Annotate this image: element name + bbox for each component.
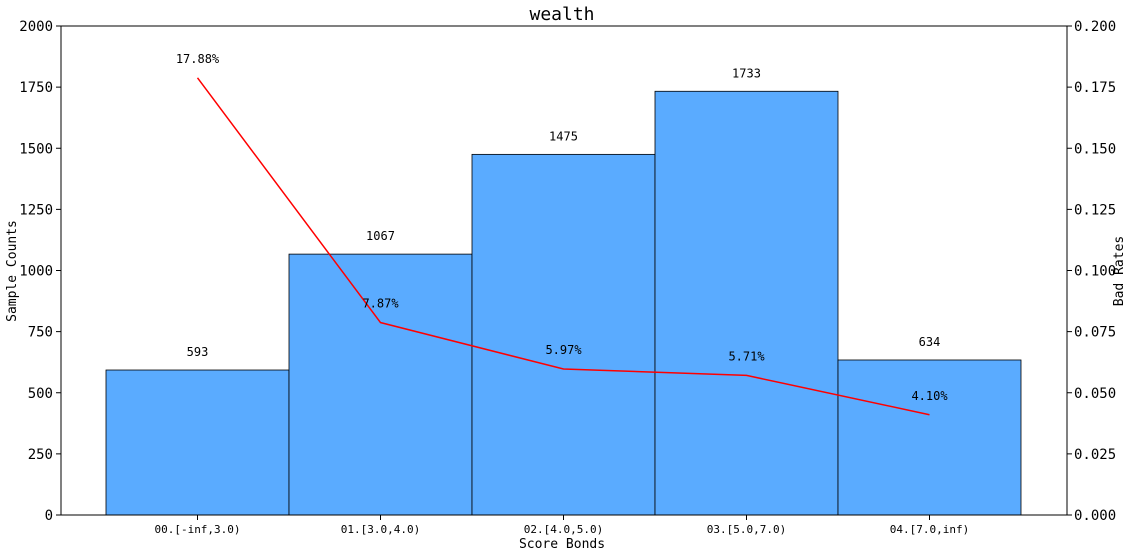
y2-tick-label: 0.175	[1074, 80, 1116, 96]
y-tick-label: 1000	[19, 264, 53, 280]
x-axis-ticks: 00.[-inf,3.0) 01.[3.0,4.0) 02.[4.0,5.0) 03.…	[154, 515, 969, 536]
y-tick-label: 500	[28, 386, 53, 402]
x-tick-label: 02.[4.0,5.0)	[524, 523, 603, 536]
y2-tick-label: 0.075	[1074, 325, 1116, 341]
bar	[288, 253, 473, 516]
bar	[654, 90, 839, 516]
bad-rate-label: 7.87%	[362, 297, 399, 311]
bar	[471, 153, 656, 516]
y-tick-label: 750	[28, 325, 53, 341]
y-axis-ticks: 0 250 500 750 1000 1250 1500 1750 2000	[19, 19, 61, 524]
x-tick-label: 04.[7.0,inf)	[890, 523, 969, 536]
y-tick-label: 0	[45, 508, 53, 524]
bad-rate-label: 17.88%	[176, 52, 220, 66]
y-tick-label: 250	[28, 447, 53, 463]
bar-value-label: 593	[187, 345, 209, 359]
y-tick-label: 1500	[19, 141, 53, 157]
y2-tick-label: 0.100	[1074, 264, 1116, 280]
y2-axis-ticks: 0.000 0.025 0.050 0.075 0.100 0.125 0.150 0.175…	[1067, 19, 1116, 524]
y2-tick-label: 0.025	[1074, 447, 1116, 463]
x-tick-label: 01.[3.0,4.0)	[341, 523, 420, 536]
bar-value-label: 634	[919, 335, 941, 349]
y-tick-label: 1250	[19, 202, 53, 218]
chart-title: wealth	[529, 4, 594, 25]
bad-rate-label: 4.10%	[911, 389, 948, 403]
x-tick-label: 03.[5.0,7.0)	[707, 523, 786, 536]
bar	[105, 369, 290, 516]
bar-value-label: 1067	[366, 229, 395, 243]
line-layer	[196, 77, 930, 416]
bar-value-label: 1733	[732, 66, 761, 80]
y-axis-label: Sample Counts	[5, 220, 20, 322]
y2-tick-label: 0.050	[1074, 386, 1116, 402]
y2-tick-label: 0.200	[1074, 19, 1116, 35]
y2-tick-label: 0.150	[1074, 141, 1116, 157]
y-tick-label: 2000	[19, 19, 53, 35]
bars-layer	[105, 90, 1022, 516]
y2-tick-label: 0.125	[1074, 202, 1116, 218]
bad-rate-label: 5.97%	[545, 343, 582, 357]
bar-value-label: 1475	[549, 129, 578, 143]
y2-tick-label: 0.000	[1074, 508, 1116, 524]
y-tick-label: 1750	[19, 80, 53, 96]
bar	[837, 359, 1022, 516]
x-axis-label: Score Bonds	[519, 537, 605, 552]
plot-frame	[60, 25, 1068, 516]
x-tick-label: 00.[-inf,3.0)	[154, 523, 240, 536]
y2-axis-label: Bad Rates	[1112, 236, 1127, 306]
bad-rate-label: 5.71%	[728, 349, 765, 363]
data-labels-layer: 593 1067 1475 1733 634 17.88% 7.87% 5.97% 5.71% 4…	[176, 52, 949, 403]
